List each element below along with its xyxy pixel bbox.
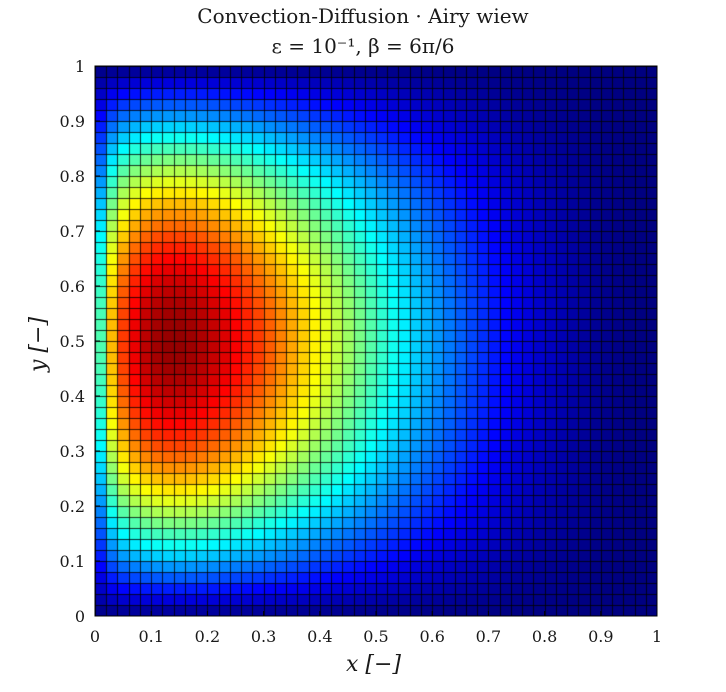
y-tick-label: 1 — [75, 57, 85, 76]
chart-title: Convection-Diffusion · Airy wiew — [197, 4, 529, 28]
x-tick-label: 0.1 — [138, 627, 163, 646]
y-axis-label: y [−] — [26, 316, 51, 372]
y-tick-label: 0.5 — [60, 332, 85, 351]
y-tick-label: 0.8 — [60, 167, 85, 186]
y-axis-ticks: 0 0.1 0.2 0.3 0.4 0.5 0.6 0.7 0.8 0.9 1 — [60, 57, 100, 626]
x-tick-label: 0.2 — [195, 627, 220, 646]
y-tick-label: 0.4 — [60, 387, 85, 406]
x-tick-label: 0.8 — [532, 627, 557, 646]
heatmap-plot-area — [95, 66, 657, 616]
y-tick-label: 0.3 — [60, 442, 85, 461]
chart-subtitle: ε = 10⁻¹, β = 6π/6 — [271, 34, 455, 58]
x-tick-label: 0.6 — [419, 627, 444, 646]
x-tick-label: 0.5 — [363, 627, 388, 646]
x-axis-label: x [−] — [346, 652, 401, 677]
y-tick-label: 0.9 — [60, 112, 85, 131]
x-tick-label: 0.9 — [588, 627, 613, 646]
y-tick-label: 0.7 — [60, 222, 85, 241]
x-tick-label: 1 — [652, 627, 662, 646]
y-tick-label: 0.1 — [60, 552, 85, 571]
x-axis-ticks: 0 0.1 0.2 0.3 0.4 0.5 0.6 0.7 0.8 0.9 1 — [90, 611, 662, 646]
y-tick-label: 0.6 — [60, 277, 85, 296]
x-tick-label: 0.3 — [251, 627, 276, 646]
y-tick-label: 0.2 — [60, 497, 85, 516]
x-tick-label: 0.7 — [476, 627, 501, 646]
x-tick-label: 0.4 — [307, 627, 332, 646]
y-tick-label: 0 — [75, 607, 85, 626]
plot-frame — [94, 65, 658, 617]
x-tick-label: 0 — [90, 627, 100, 646]
